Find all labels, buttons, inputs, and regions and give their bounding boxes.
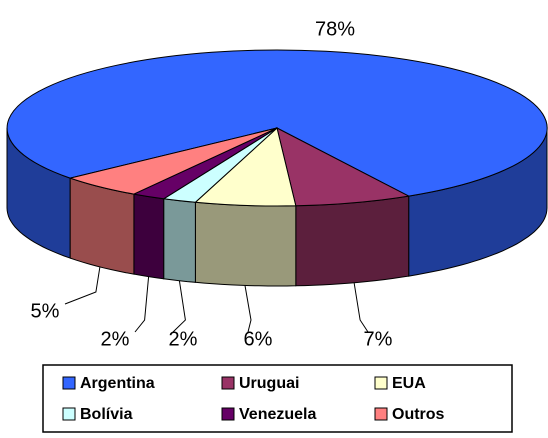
pie-slice xyxy=(6,49,548,197)
legend-label: Venezuela xyxy=(239,406,316,423)
data-label: 5% xyxy=(31,300,60,322)
legend-swatch xyxy=(62,376,76,390)
legend-label: Uruguai xyxy=(239,375,299,392)
pie-side xyxy=(163,198,196,283)
pie-slice xyxy=(276,127,411,207)
data-label: 2% xyxy=(101,328,130,350)
leader-line xyxy=(172,280,186,333)
legend-label: Outros xyxy=(392,406,445,423)
leader-line xyxy=(353,282,369,333)
leader-line xyxy=(244,285,252,333)
legend-swatch xyxy=(62,407,76,421)
leader-line xyxy=(64,266,101,305)
pie-slice xyxy=(68,127,278,195)
data-label: 2% xyxy=(169,328,198,350)
data-label: 78% xyxy=(315,18,355,40)
legend-label: EUA xyxy=(392,375,426,392)
legend-swatch xyxy=(221,407,235,421)
pie-side xyxy=(133,193,165,280)
pie-side xyxy=(194,201,297,287)
legend-swatch xyxy=(374,376,388,390)
legend-label: Argentina xyxy=(80,375,155,392)
legend-label: Bolívia xyxy=(80,406,133,423)
data-label: 7% xyxy=(364,328,393,350)
data-label: 6% xyxy=(244,328,273,350)
legend-swatch xyxy=(374,407,388,421)
legend-swatch xyxy=(221,376,235,390)
legend-box xyxy=(42,364,513,433)
pie-side xyxy=(295,195,410,287)
leader-line xyxy=(134,276,150,333)
